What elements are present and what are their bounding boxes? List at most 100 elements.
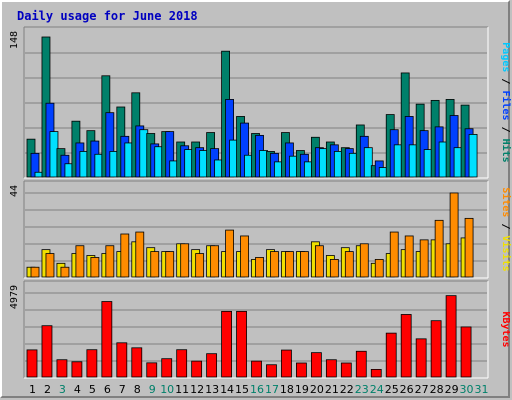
panel-max-label: 148 <box>9 31 20 49</box>
bar <box>389 231 399 278</box>
bar <box>464 217 474 278</box>
x-tick-label: 9 <box>149 383 156 396</box>
x-tick-label: 8 <box>134 383 141 396</box>
bar <box>131 347 143 378</box>
bar <box>161 358 173 378</box>
bar <box>374 259 384 278</box>
bar <box>400 314 412 378</box>
bar <box>75 245 85 278</box>
x-tick-label: 30 <box>460 383 474 396</box>
bar <box>236 310 247 378</box>
panel-max-label: 4979 <box>9 285 20 309</box>
x-tick-label: 26 <box>400 383 414 396</box>
bar <box>120 233 130 278</box>
bar <box>460 326 472 378</box>
bar <box>344 251 354 278</box>
x-tick-label: 2 <box>44 383 51 396</box>
bar <box>26 349 38 378</box>
bar <box>71 361 83 378</box>
x-tick-label: 6 <box>104 383 111 396</box>
bar <box>281 349 292 378</box>
panel-legend-label: KBytes <box>500 311 511 347</box>
legend-segment: Pages <box>500 42 511 72</box>
bar <box>270 251 279 278</box>
bar <box>325 359 337 378</box>
x-tick-label: 24 <box>370 383 384 396</box>
bar <box>445 295 457 378</box>
x-tick-label: 7 <box>119 383 126 396</box>
bar <box>210 245 220 278</box>
x-tick-label: 27 <box>415 383 429 396</box>
bar <box>300 251 309 278</box>
legend-segment: Sites <box>500 187 512 217</box>
x-tick-label: 23 <box>355 383 369 396</box>
x-tick-label: 4 <box>74 383 81 396</box>
x-tick-label: 19 <box>295 383 309 396</box>
bar <box>165 251 175 278</box>
x-tick-label: 22 <box>340 383 354 396</box>
panel-legend-label: Sites / Visits <box>500 187 512 271</box>
legend-segment: / <box>500 72 511 90</box>
x-tick-label: 15 <box>235 383 249 396</box>
bar <box>266 364 277 378</box>
bar <box>146 362 158 378</box>
x-tick-label: 5 <box>89 383 96 396</box>
bar <box>363 147 373 178</box>
bar <box>240 235 249 278</box>
bar <box>430 320 442 378</box>
bar <box>135 231 145 278</box>
x-tick-label: 14 <box>220 383 234 396</box>
bar <box>310 352 322 378</box>
bar <box>90 257 100 278</box>
bar <box>56 359 68 378</box>
bar <box>415 338 427 378</box>
bar <box>176 349 188 378</box>
bar <box>41 325 53 378</box>
bar <box>419 239 429 278</box>
x-tick-label: 17 <box>265 383 279 396</box>
legend-segment: / <box>500 217 511 235</box>
x-tick-label: 3 <box>59 383 66 396</box>
bar <box>45 253 55 278</box>
legend-segment: Files <box>500 90 512 120</box>
bar <box>370 369 382 378</box>
bar <box>329 259 339 278</box>
bar <box>191 360 203 378</box>
legend-segment: / <box>500 121 511 139</box>
x-tick-label: 28 <box>430 383 444 396</box>
bar <box>355 350 367 378</box>
bar <box>116 342 128 378</box>
legend-segment: Hits <box>500 139 512 163</box>
bar <box>359 243 369 278</box>
bar <box>255 257 264 278</box>
bar <box>314 245 324 278</box>
bar <box>101 301 113 378</box>
x-tick-label: 13 <box>205 383 219 396</box>
legend-segment: Visits <box>500 236 512 272</box>
x-tick-label: 12 <box>190 383 204 396</box>
bar <box>195 253 205 278</box>
bar <box>206 353 218 378</box>
bar <box>225 229 234 278</box>
bar <box>86 349 98 378</box>
bar <box>468 134 478 178</box>
bar <box>285 251 294 278</box>
x-tick-label: 18 <box>280 383 294 396</box>
bar <box>385 332 397 378</box>
x-tick-label: 16 <box>250 383 264 396</box>
bar <box>180 243 190 278</box>
x-tick-label: 20 <box>310 383 324 396</box>
chart-title: Daily usage for June 2018 <box>17 9 198 23</box>
bar <box>404 235 414 278</box>
x-tick-label: 10 <box>160 383 174 396</box>
bar <box>60 266 70 278</box>
bar <box>30 266 40 278</box>
bar <box>449 192 459 278</box>
bar <box>150 251 160 278</box>
bar <box>434 219 444 278</box>
bar <box>296 362 307 378</box>
bar <box>340 362 352 378</box>
x-tick-label: 31 <box>475 383 489 396</box>
x-tick-label: 21 <box>325 383 339 396</box>
